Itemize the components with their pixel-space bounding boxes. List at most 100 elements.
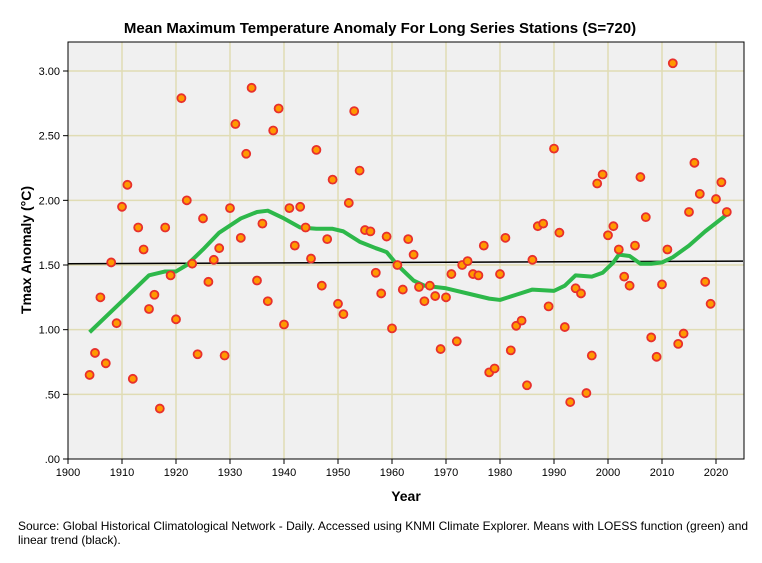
data-point bbox=[100, 358, 111, 369]
data-point bbox=[430, 291, 441, 301]
data-point bbox=[624, 280, 635, 291]
data-point bbox=[127, 373, 138, 384]
data-point bbox=[230, 119, 241, 129]
data-point bbox=[435, 344, 446, 354]
data-point bbox=[721, 207, 732, 217]
data-point bbox=[576, 288, 586, 299]
data-point bbox=[451, 336, 462, 347]
data-point bbox=[495, 269, 505, 279]
data-point bbox=[646, 332, 657, 343]
x-tick-label: 1930 bbox=[218, 467, 242, 479]
data-point bbox=[403, 234, 414, 245]
x-tick-label: 2010 bbox=[650, 467, 674, 479]
data-point bbox=[268, 125, 279, 136]
data-point bbox=[559, 322, 570, 332]
data-point bbox=[441, 292, 451, 303]
data-point bbox=[289, 240, 300, 251]
data-point bbox=[630, 240, 640, 251]
data-point bbox=[90, 348, 100, 358]
data-point bbox=[219, 350, 230, 361]
data-point bbox=[640, 212, 651, 223]
data-point bbox=[122, 179, 133, 190]
data-point bbox=[478, 240, 489, 251]
data-point bbox=[505, 345, 516, 356]
x-tick-label: 1990 bbox=[542, 467, 566, 479]
data-point bbox=[716, 177, 727, 188]
x-axis-label: Year bbox=[391, 488, 421, 504]
y-tick-label: 1.50 bbox=[39, 260, 60, 272]
data-point bbox=[106, 257, 117, 268]
data-point bbox=[657, 279, 667, 290]
data-point bbox=[84, 370, 95, 380]
data-point bbox=[192, 349, 203, 360]
data-point bbox=[138, 244, 149, 255]
data-point bbox=[651, 351, 662, 362]
data-point bbox=[414, 282, 424, 292]
data-point bbox=[144, 304, 154, 314]
data-point bbox=[581, 388, 592, 398]
data-point bbox=[198, 213, 208, 224]
data-point bbox=[565, 397, 576, 407]
y-tick-label: .00 bbox=[45, 454, 60, 466]
x-tick-label: 1960 bbox=[380, 467, 404, 479]
data-point bbox=[527, 254, 538, 265]
plot-area bbox=[68, 42, 744, 459]
data-point bbox=[306, 253, 316, 264]
data-point bbox=[235, 232, 246, 243]
data-point bbox=[338, 309, 349, 320]
data-point bbox=[171, 314, 181, 325]
data-point bbox=[694, 188, 705, 199]
data-point bbox=[252, 275, 262, 286]
data-point bbox=[462, 256, 473, 267]
data-point bbox=[662, 244, 673, 255]
data-point bbox=[392, 260, 403, 270]
data-point bbox=[522, 380, 532, 391]
x-tick-label: 1900 bbox=[56, 467, 80, 479]
data-point bbox=[262, 296, 273, 307]
data-point bbox=[225, 203, 235, 213]
data-point bbox=[95, 292, 106, 303]
plot-frame bbox=[67, 41, 745, 460]
data-point bbox=[376, 288, 387, 299]
data-point bbox=[214, 243, 225, 254]
y-tick-label: 2.00 bbox=[39, 195, 60, 207]
data-point bbox=[473, 270, 484, 281]
data-point bbox=[678, 328, 689, 339]
data-point bbox=[500, 232, 511, 243]
data-point bbox=[160, 222, 171, 233]
data-point bbox=[365, 226, 376, 237]
x-tick-label: 2000 bbox=[596, 467, 620, 479]
data-point bbox=[381, 231, 392, 242]
data-point bbox=[586, 350, 597, 361]
data-point bbox=[327, 174, 338, 185]
data-point bbox=[311, 145, 322, 155]
data-point bbox=[149, 289, 160, 300]
data-point bbox=[370, 267, 381, 278]
data-point bbox=[316, 280, 327, 291]
data-point bbox=[711, 194, 721, 204]
data-point bbox=[165, 270, 176, 281]
data-point bbox=[700, 276, 711, 287]
data-point bbox=[538, 218, 549, 229]
y-axis-label: Tmax Anomaly (°C) bbox=[18, 186, 34, 314]
data-point bbox=[419, 296, 430, 307]
source-note: Source: Global Historical Climatological… bbox=[18, 519, 749, 547]
x-tick-label: 1910 bbox=[110, 467, 134, 479]
y-tick-label: 1.00 bbox=[39, 325, 60, 337]
data-point bbox=[349, 106, 360, 117]
data-point bbox=[203, 276, 214, 287]
data-point bbox=[613, 244, 624, 255]
data-point bbox=[705, 298, 716, 309]
data-point bbox=[619, 271, 630, 282]
data-point bbox=[354, 165, 365, 176]
data-point bbox=[111, 318, 122, 329]
data-point bbox=[181, 195, 192, 206]
chart-title: Mean Maximum Temperature Anomaly For Lon… bbox=[124, 20, 636, 37]
linear-trend-line bbox=[67, 260, 744, 265]
data-point bbox=[549, 143, 559, 154]
data-point bbox=[343, 198, 354, 208]
y-tick-label: 3.00 bbox=[39, 66, 60, 78]
data-point bbox=[516, 315, 527, 326]
